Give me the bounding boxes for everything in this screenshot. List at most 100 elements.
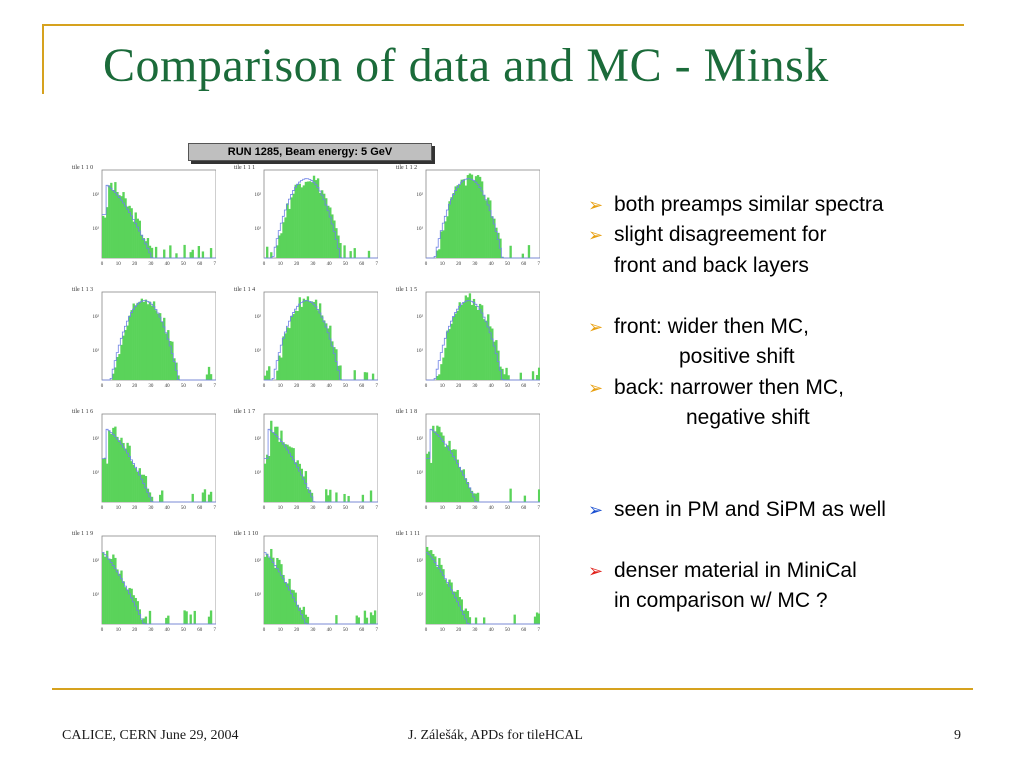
data-bar <box>333 347 336 380</box>
x-tick-label: 50 <box>181 262 187 267</box>
data-bar <box>288 446 291 502</box>
y-tick-label: 10¹ <box>417 470 424 476</box>
y-tick-label: 10¹ <box>93 592 100 598</box>
data-bar <box>476 310 480 380</box>
data-bar <box>363 372 367 380</box>
data-bar <box>470 304 474 380</box>
data-bar <box>478 303 482 380</box>
histogram-svg: 0 10 20 30 40 50 60 70 10² 10¹ <box>93 169 216 267</box>
data-bar <box>310 182 314 258</box>
y-tick-label: 10² <box>93 436 100 442</box>
data-bar <box>159 494 162 502</box>
data-bar <box>472 180 476 258</box>
x-tick-label: 20 <box>456 262 462 267</box>
data-bar <box>456 459 459 502</box>
data-bar <box>464 185 468 258</box>
data-bar <box>136 302 139 380</box>
histogram-label: tile 1 1 1 <box>234 165 256 171</box>
arrow-bullet-icon: ➢ <box>588 225 604 245</box>
data-bar <box>142 618 146 624</box>
data-bar <box>450 323 453 380</box>
data-bar <box>523 495 527 502</box>
data-bar <box>300 468 303 502</box>
data-bar <box>132 595 135 624</box>
histogram-svg: 0 10 20 30 40 50 60 70 10² 10¹ <box>417 169 540 267</box>
data-bar <box>321 190 324 258</box>
arrow-bullet-icon: ➢ <box>588 317 604 337</box>
data-bar <box>298 607 301 624</box>
data-bar <box>454 449 457 502</box>
y-tick-label: 10¹ <box>417 592 424 598</box>
data-bar <box>142 301 146 380</box>
x-tick-label: 20 <box>456 628 462 633</box>
data-bar <box>535 612 539 624</box>
bullet-item: ➢ back: narrower then MC, <box>588 373 844 404</box>
data-bar <box>426 546 429 624</box>
data-bar <box>337 235 340 258</box>
x-tick-label: 0 <box>263 384 266 389</box>
data-bar <box>104 457 107 502</box>
data-bar <box>446 583 449 624</box>
y-tick-label: 10² <box>255 436 262 442</box>
data-bar <box>353 248 356 258</box>
histogram-svg: 0 10 20 30 40 50 60 70 10² 10¹ <box>93 291 216 389</box>
histogram-label: tile 1 1 3 <box>72 287 94 293</box>
data-bar <box>456 310 459 380</box>
y-tick-label: 10¹ <box>255 592 262 598</box>
x-tick-label: 20 <box>456 506 462 511</box>
data-bar <box>371 615 375 624</box>
data-bar <box>474 617 478 624</box>
mc-line <box>102 184 216 259</box>
data-bar <box>108 185 111 258</box>
data-bar <box>458 467 461 502</box>
histogram-svg: 0 10 20 30 40 50 60 70 10² 10¹ <box>93 535 216 633</box>
data-bar <box>448 579 451 624</box>
mc-line <box>264 552 378 625</box>
x-tick-label: 50 <box>343 384 349 389</box>
data-bar <box>130 310 133 380</box>
x-tick-label: 20 <box>294 506 300 511</box>
data-bar <box>454 186 457 258</box>
data-bar <box>288 578 291 624</box>
data-bar <box>150 496 154 502</box>
mc-line <box>426 552 540 625</box>
x-tick-label: 60 <box>521 628 527 633</box>
data-bar <box>122 335 125 380</box>
data-bar <box>436 250 439 258</box>
data-bar <box>483 617 486 624</box>
x-tick-label: 30 <box>148 506 154 511</box>
x-tick-label: 60 <box>359 262 365 267</box>
bottom-rule <box>52 688 973 690</box>
data-bar <box>134 305 137 380</box>
data-bar <box>497 350 500 380</box>
data-bar <box>146 488 150 502</box>
data-bar <box>306 181 310 258</box>
data-bar <box>466 481 470 502</box>
mc-line <box>426 300 540 381</box>
data-bar <box>365 372 369 380</box>
x-tick-label: 40 <box>165 628 171 633</box>
x-tick-label: 20 <box>294 628 300 633</box>
data-bar <box>130 461 133 502</box>
data-bar <box>321 315 324 380</box>
data-bar <box>327 495 330 502</box>
arrow-bullet-icon: ➢ <box>588 378 604 398</box>
data-bar <box>444 347 447 380</box>
x-tick-label: 40 <box>489 262 495 267</box>
data-bar <box>450 582 453 624</box>
x-tick-label: 20 <box>132 384 138 389</box>
data-bar <box>209 374 213 380</box>
data-bar <box>112 190 115 258</box>
arrow-bullet-icon: ➢ <box>588 500 604 520</box>
y-tick-label: 10¹ <box>93 226 100 232</box>
data-bar <box>140 474 144 502</box>
data-bar <box>167 330 170 380</box>
x-tick-label: 40 <box>327 384 333 389</box>
data-bar <box>144 476 148 502</box>
data-bar <box>209 491 213 502</box>
data-bar <box>436 375 439 380</box>
data-bar <box>177 375 180 380</box>
y-tick-label: 10¹ <box>255 470 262 476</box>
x-tick-label: 10 <box>278 628 284 633</box>
histogram-panel: tile 1 1 6 0 10 20 30 40 50 60 70 10² 10¹ <box>68 408 216 512</box>
